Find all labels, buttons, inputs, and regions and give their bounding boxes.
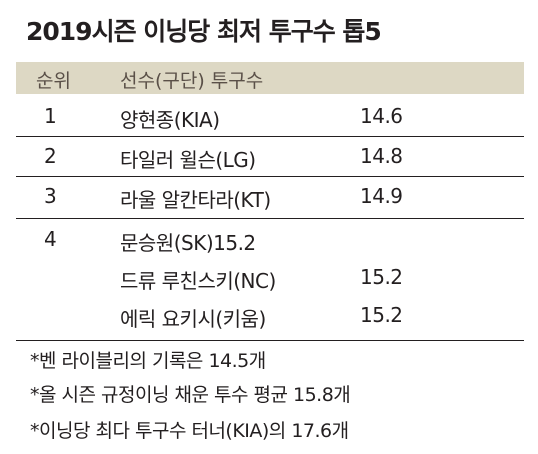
table-row: 2 타일러 윌슨(LG) 14.8 — [16, 140, 524, 176]
footnote: *벤 라이블리의 기록은 14.5개 — [30, 350, 266, 372]
table-bottom-divider — [16, 340, 524, 341]
row-divider — [16, 218, 524, 219]
player-cell: 라울 알칸타라(KT) — [120, 188, 271, 212]
row-divider — [16, 176, 524, 177]
player-cell: 에릭 요키시(키움) — [120, 307, 266, 331]
rank-cell: 3 — [44, 184, 57, 208]
rank-cell: 4 — [44, 227, 57, 251]
footnote: *올 시즌 규정이닝 채운 투수 평균 15.8개 — [30, 384, 351, 406]
player-column-header: 선수(구단) 투구수 — [120, 70, 264, 92]
pitch-count-cell: 14.8 — [360, 144, 403, 168]
table-row: 에릭 요키시(키움) 15.2 — [16, 298, 524, 336]
page-title: 2019시즌 이닝당 최저 투구수 톱5 — [26, 17, 382, 46]
table-header: 순위 선수(구단) 투구수 — [16, 62, 524, 94]
pitch-count-cell: 14.9 — [360, 184, 403, 208]
table-row: 드류 루친스키(NC) 15.2 — [16, 260, 524, 298]
footnote: *이닝당 최다 투구수 터너(KIA)의 17.6개 — [30, 420, 349, 442]
pitch-count-cell: 15.2 — [360, 265, 403, 289]
table-row: 4 문승원(SK)15.2 — [16, 222, 524, 260]
player-cell: 문승원(SK)15.2 — [120, 231, 256, 255]
table-row: 1 양현종(KIA) 14.6 — [16, 98, 524, 134]
table-row: 3 라울 알칸타라(KT) 14.9 — [16, 180, 524, 216]
pitch-count-cell: 14.6 — [360, 104, 403, 128]
pitch-count-cell: 15.2 — [360, 303, 403, 327]
rank-cell: 2 — [44, 144, 57, 168]
row-divider — [16, 136, 524, 137]
rank-column-header: 순위 — [36, 70, 71, 92]
player-cell: 타일러 윌슨(LG) — [120, 148, 256, 172]
player-cell: 양현종(KIA) — [120, 108, 220, 132]
player-cell: 드류 루친스키(NC) — [120, 269, 276, 293]
rank-cell: 1 — [44, 104, 57, 128]
